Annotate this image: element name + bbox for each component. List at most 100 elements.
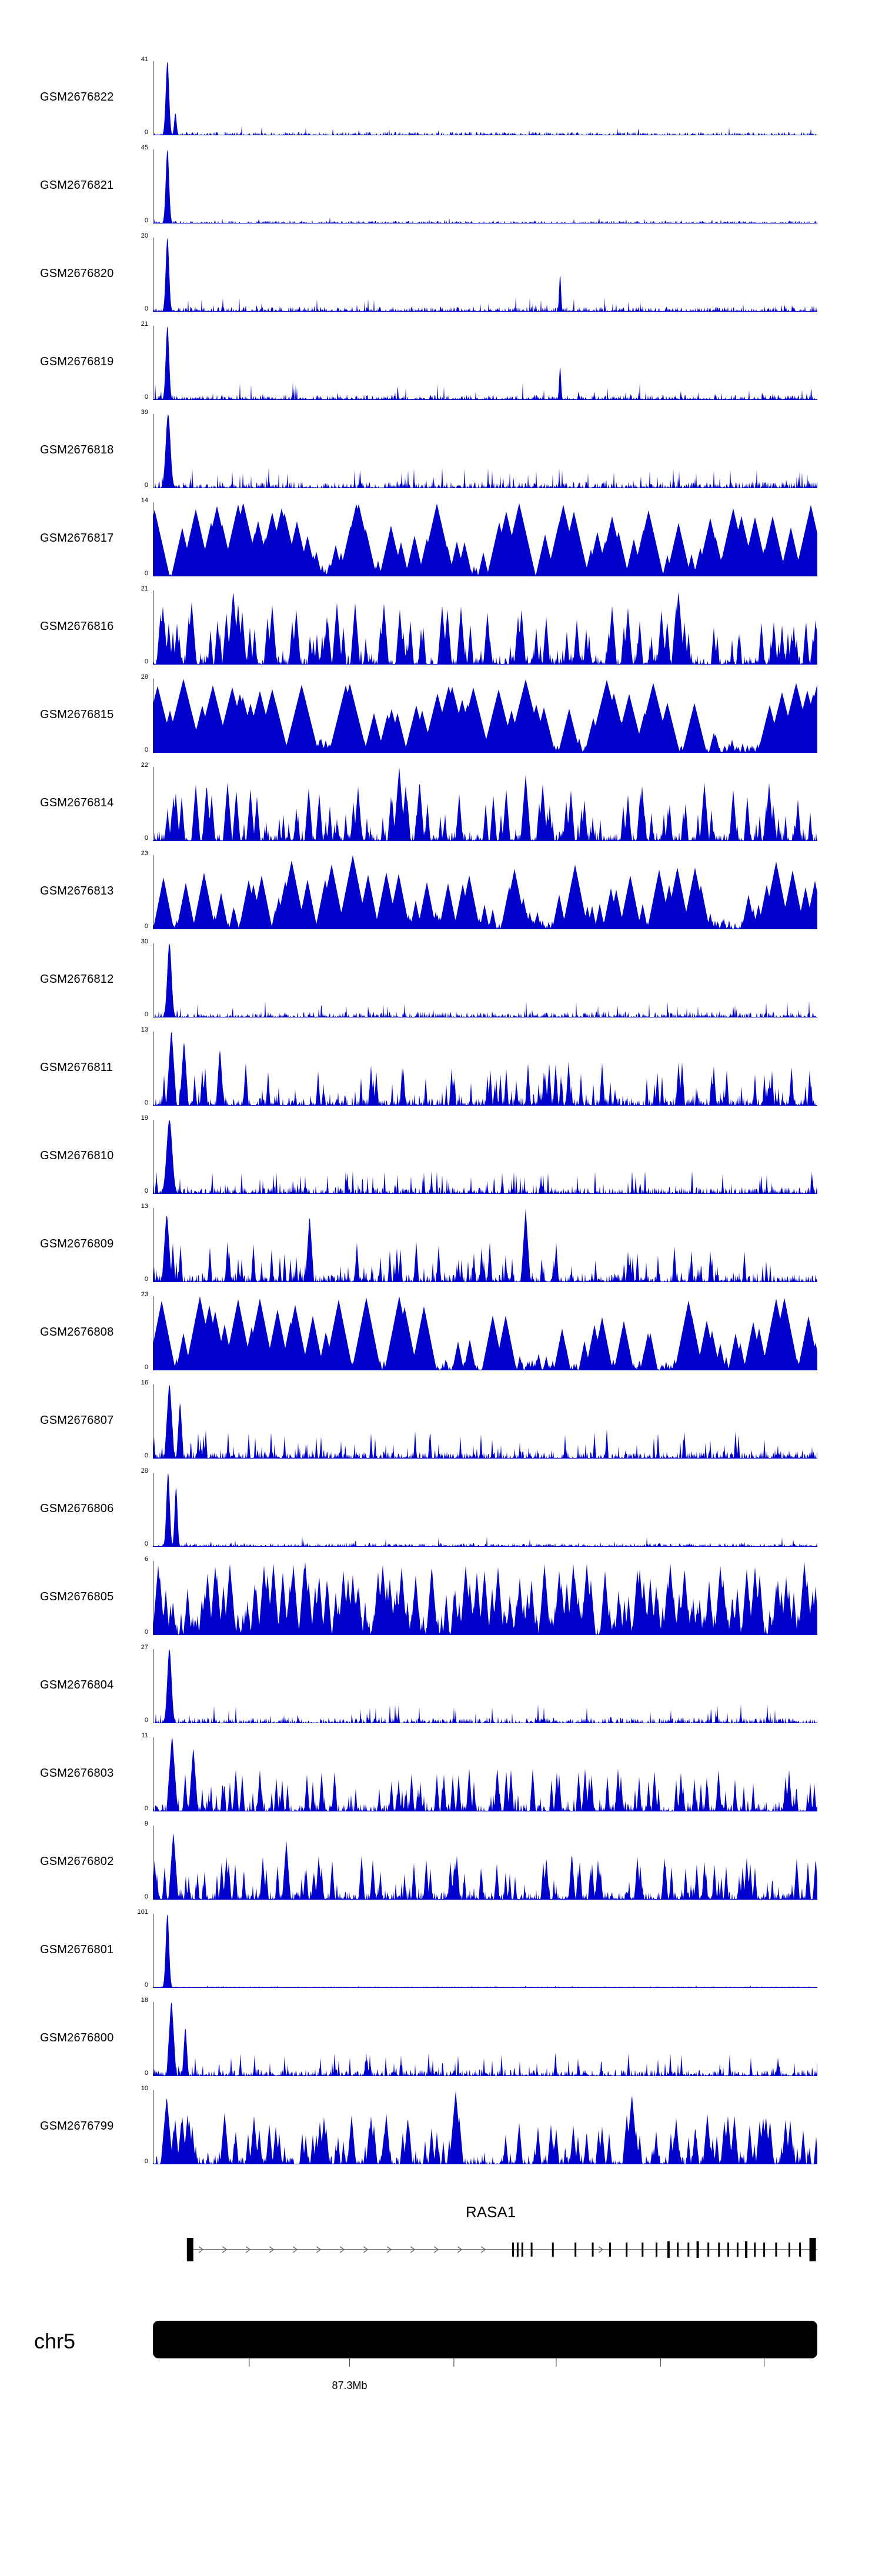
signal-polygon [153,855,817,929]
transcription-direction-arrow-icon [339,2246,345,2253]
coverage-signal [153,1914,817,1988]
coverage-signal [153,1561,817,1635]
track-plot-area [153,502,818,576]
gene-exon [736,2243,739,2257]
track-ymax-label: 28 [141,673,148,680]
coverage-signal [153,1833,817,1900]
gene-exon [789,2243,791,2257]
coordinate-label: 87.3Mb [332,2380,367,2391]
gene-exon [763,2243,766,2257]
track-ymin-label: 0 [144,1629,148,1636]
track-ymin-label: 0 [144,2158,148,2165]
track-plot-area [153,1737,818,1811]
transcription-direction-arrow-icon [480,2246,486,2253]
track-row: GSM2676806 28 0 [0,1464,882,1553]
signal-polygon [153,2003,817,2076]
track-row: GSM2676815 28 0 [0,670,882,759]
gene-exon [592,2243,594,2257]
coverage-signal [153,1737,817,1811]
gene-exon [574,2243,577,2257]
gene-exon [521,2243,523,2257]
track-row: GSM2676822 41 0 [0,53,882,141]
track-plot-area [153,1826,818,1900]
track-ymax-label: 13 [141,1203,148,1210]
track-label: GSM2676804 [40,1679,114,1691]
track-plot-area [153,590,818,665]
track-ymin-label: 0 [144,1717,148,1724]
gene-exon [626,2243,628,2257]
track-ymax-label: 14 [141,497,148,504]
signal-polygon [153,767,817,841]
coverage-signal [153,326,817,400]
signal-polygon [153,414,817,488]
track-ymax-label: 13 [141,1026,148,1033]
transcription-direction-arrow-icon [292,2246,298,2253]
gene-exon [707,2243,710,2257]
gene-exon [516,2243,519,2257]
gene-model [186,2238,817,2261]
coverage-signal [153,1473,817,1547]
track-row: GSM2676813 23 0 [0,847,882,935]
transcription-direction-arrow-icon [457,2246,463,2253]
track-plot-area [153,855,818,929]
track-row: GSM2676821 45 0 [0,141,882,229]
track-row: GSM2676811 13 0 [0,1023,882,1112]
gene-exon [799,2243,801,2257]
signal-polygon [153,238,817,312]
track-ymin-label: 0 [144,129,148,136]
track-ymin-label: 0 [144,217,148,224]
track-row: GSM2676812 30 0 [0,935,882,1023]
coverage-signal [153,414,817,488]
track-plot-area [153,767,818,841]
track-ymin-label: 0 [144,1981,148,1988]
track-ymin-label: 0 [144,1099,148,1106]
track-ymax-label: 28 [141,1467,148,1474]
gene-exon [727,2243,730,2257]
track-row: GSM2676800 18 0 [0,1994,882,2082]
track-row: GSM2676809 13 0 [0,1200,882,1288]
chromosome-label: chr5 [34,2329,76,2353]
track-label: GSM2676819 [40,355,114,368]
gene-exon [687,2243,690,2257]
transcription-direction-arrow-icon [222,2246,228,2253]
coverage-signal [153,1120,817,1194]
track-label: GSM2676809 [40,1237,114,1250]
track-ymax-label: 16 [141,1379,148,1386]
track-ymin-label: 0 [144,393,148,401]
track-plot-area [153,238,818,312]
track-ymin-label: 0 [144,1364,148,1371]
track-label: GSM2676801 [40,1943,114,1956]
track-ymin-label: 0 [144,570,148,577]
track-ymin-label: 0 [144,1893,148,1900]
gene-exon [552,2243,554,2257]
coverage-signal [153,1649,817,1723]
track-ymax-label: 6 [144,1556,148,1563]
signal-polygon [153,1914,817,1988]
coordinate-ruler: 87.3Mb [249,2358,765,2391]
track-label: GSM2676807 [40,1414,114,1427]
track-label: GSM2676816 [40,620,114,633]
coverage-signal [153,503,817,576]
coverage-signal [153,2003,817,2076]
coverage-signal [153,238,817,312]
track-ymin-label: 0 [144,1452,148,1459]
track-ymax-label: 23 [141,1291,148,1298]
signal-polygon [153,1561,817,1635]
track-plot-area [153,414,818,488]
track-ymin-label: 0 [144,1540,148,1547]
track-row: GSM2676802 9 0 [0,1817,882,1906]
chromosome-ideogram-bar [153,2321,817,2358]
signal-polygon [153,61,817,135]
track-ymax-label: 21 [141,585,148,592]
transcription-direction-arrow-icon [386,2246,392,2253]
track-row: GSM2676799 10 0 [0,2082,882,2170]
coverage-signal [153,943,817,1017]
track-label: GSM2676817 [40,532,114,545]
track-row: GSM2676805 6 0 [0,1553,882,1641]
gene-exon [754,2243,756,2257]
track-row: GSM2676816 21 0 [0,582,882,670]
track-label: GSM2676822 [40,91,114,104]
gene-exon [696,2241,699,2258]
signal-polygon [153,1737,817,1811]
